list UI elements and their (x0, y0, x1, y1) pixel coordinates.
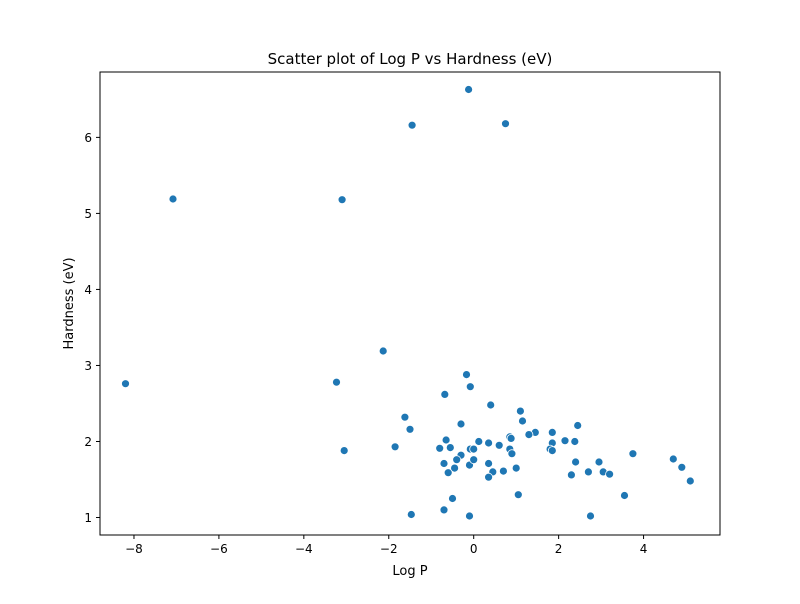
data-point (484, 459, 494, 468)
data-point (586, 511, 595, 521)
data-point (378, 346, 388, 356)
data-point (494, 440, 504, 450)
data-point (400, 412, 410, 422)
data-point (571, 457, 580, 467)
data-point (498, 466, 508, 476)
data-point (452, 455, 462, 465)
data-point (547, 427, 557, 437)
data-point (677, 462, 687, 472)
y-tick-label: 4 (84, 283, 92, 297)
data-point (560, 436, 570, 446)
data-point (584, 467, 593, 477)
data-point (445, 443, 455, 453)
data-point (685, 476, 695, 486)
data-point (405, 424, 415, 434)
data-point (620, 491, 629, 500)
data-point (462, 370, 471, 380)
data-point (332, 377, 341, 387)
x-tick-label: −6 (210, 542, 228, 556)
data-points (121, 85, 695, 521)
x-tick-label: −8 (125, 542, 143, 556)
data-point (511, 463, 521, 473)
data-point (337, 195, 347, 205)
data-point (518, 416, 527, 426)
data-point (474, 437, 484, 446)
y-tick-label: 1 (84, 511, 92, 525)
data-point (450, 463, 460, 473)
y-axis-label: Hardness (eV) (62, 257, 77, 349)
y-tick-label: 5 (84, 207, 92, 221)
data-point (441, 435, 451, 445)
data-point (605, 469, 614, 479)
data-point (567, 470, 576, 480)
x-tick-label: −2 (380, 542, 398, 556)
x-tick-label: 0 (470, 542, 478, 556)
data-point (406, 510, 416, 519)
data-point (484, 438, 494, 448)
y-tick-label: 3 (84, 359, 92, 373)
data-point (506, 433, 516, 443)
data-point (456, 419, 466, 429)
data-point (668, 454, 678, 464)
x-tick-label: 4 (640, 542, 648, 556)
data-point (484, 472, 494, 482)
data-point (524, 430, 534, 440)
plot-area (100, 72, 720, 535)
data-point (501, 119, 510, 129)
data-point (440, 389, 450, 399)
y-axis-ticks: 1 2 3 4 5 6 (84, 131, 100, 525)
data-point (407, 120, 417, 130)
data-point (448, 494, 457, 503)
data-point (513, 490, 523, 500)
data-point (439, 505, 449, 515)
data-point (339, 446, 349, 456)
data-point (439, 459, 449, 468)
x-tick-label: 2 (555, 542, 563, 556)
axes (99, 71, 721, 536)
data-point (516, 406, 525, 416)
data-point (465, 382, 475, 392)
data-point (594, 457, 604, 467)
y-tick-label: 2 (84, 435, 92, 449)
axes-frame (99, 71, 721, 536)
x-axis-label: Log P (392, 564, 427, 579)
x-axis-ticks: −8 −6 −4 −2 0 2 4 (125, 535, 647, 556)
data-point (121, 379, 130, 389)
data-point (628, 449, 638, 459)
data-point (443, 468, 453, 478)
data-point (547, 446, 557, 456)
data-point (469, 455, 479, 465)
data-point (464, 85, 474, 94)
chart-title: Scatter plot of Log P vs Hardness (eV) (268, 50, 553, 68)
data-point (570, 437, 580, 446)
data-point (168, 194, 178, 204)
data-point (435, 443, 445, 453)
x-tick-label: −4 (295, 542, 313, 556)
data-point (573, 421, 583, 430)
data-point (507, 449, 517, 459)
data-point (465, 511, 474, 521)
data-point (469, 444, 479, 454)
y-tick-label: 6 (84, 131, 92, 145)
data-point (486, 400, 496, 410)
data-point (390, 442, 400, 452)
